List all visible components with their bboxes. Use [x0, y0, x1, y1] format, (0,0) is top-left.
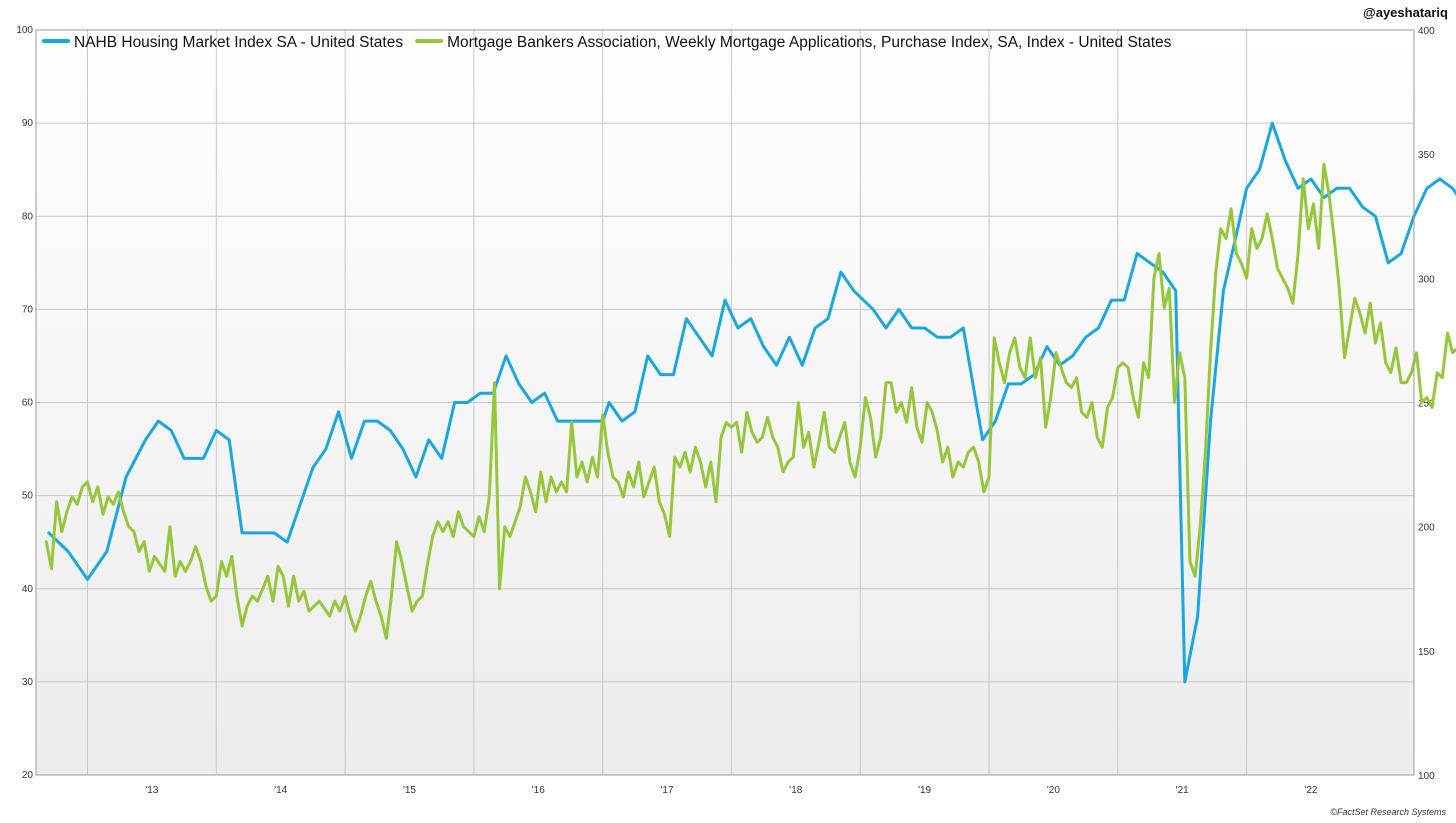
- watermark: @ayeshatariq: [1363, 5, 1448, 20]
- left-tick-label: 70: [22, 304, 34, 315]
- left-tick-label: 30: [22, 677, 34, 688]
- legend: NAHB Housing Market Index SA - United St…: [42, 34, 1172, 51]
- right-tick-label: 350: [1418, 150, 1435, 161]
- series-line-1: [47, 121, 1456, 684]
- left-tick-label: 60: [22, 398, 34, 409]
- x-tick-label: '15: [403, 785, 416, 796]
- x-tick-label: '18: [789, 785, 802, 796]
- right-tick-label: 200: [1418, 523, 1435, 534]
- x-tick-labels: '13 '14 '15 '16 '17 '18 '19 '20 '21 '22: [145, 785, 1318, 796]
- right-tick-label: 250: [1418, 399, 1435, 410]
- plot-frame: [35, 29, 1415, 776]
- x-tick-label: '14: [274, 785, 287, 796]
- right-axis-tick-labels: 100 150 200 250 300 350 400: [1418, 26, 1435, 782]
- credit: ©FactSet Research Systems: [1330, 807, 1446, 817]
- left-tick-label: 40: [22, 584, 34, 595]
- legend-label: NAHB Housing Market Index SA - United St…: [74, 34, 403, 51]
- x-tick-label: '20: [1047, 785, 1060, 796]
- left-axis-tick-labels: 20 30 40 50 60 70 80 90 100: [16, 25, 33, 781]
- right-tick-label: 300: [1418, 274, 1435, 285]
- left-tick-label: 100: [16, 25, 33, 36]
- left-tick-label: 20: [22, 770, 34, 781]
- right-tick-label: 400: [1418, 26, 1435, 37]
- x-tick-label: '21: [1176, 785, 1189, 796]
- x-tick-label: '16: [532, 785, 545, 796]
- left-tick-label: 90: [22, 118, 34, 129]
- series-line-2: [44, 162, 1456, 640]
- left-tick-label: 80: [22, 211, 34, 222]
- x-tick-label: '22: [1304, 785, 1317, 796]
- series-lines: [44, 121, 1456, 684]
- right-tick-label: 100: [1418, 771, 1435, 782]
- left-tick-label: 50: [22, 491, 34, 502]
- legend-label: Mortgage Bankers Association, Weekly Mor…: [447, 34, 1172, 51]
- right-tick-label: 150: [1418, 647, 1435, 658]
- x-tick-label: '17: [661, 785, 674, 796]
- x-tick-label: '13: [145, 785, 158, 796]
- x-tick-label: '19: [918, 785, 931, 796]
